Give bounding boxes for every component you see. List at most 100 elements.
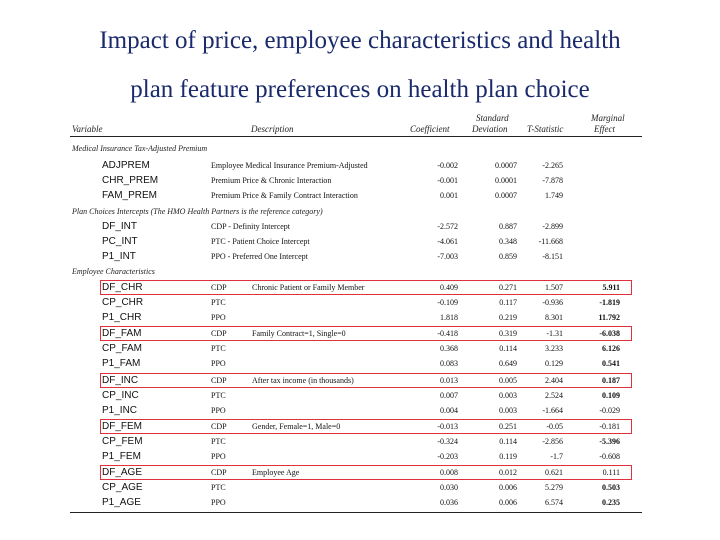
cell-description: Employee Age [252, 468, 300, 477]
cell-coefficient: -0.109 [437, 298, 458, 307]
cell-t-stat: 0.621 [545, 468, 563, 477]
cell-t-stat: -1.664 [542, 406, 563, 415]
cell-coefficient: 0.013 [440, 376, 458, 385]
cell-variable: DF_INC [102, 375, 139, 386]
highlight-box-chr [100, 280, 632, 295]
cell-marginal-effect: 0.109 [602, 391, 620, 400]
cell-std-dev: 0.003 [499, 406, 517, 415]
cell-t-stat: -2.899 [542, 222, 563, 231]
cell-coefficient: -0.324 [437, 437, 458, 446]
cell-t-stat: 6.574 [545, 498, 563, 507]
cell-variable: P1_FAM [102, 358, 141, 369]
cell-coefficient: 0.409 [440, 283, 458, 292]
cell-std-dev: 0.114 [499, 437, 517, 446]
cell-variable: CP_FAM [102, 343, 143, 354]
cell-coefficient: -0.203 [437, 452, 458, 461]
cell-t-stat: -1.7 [550, 452, 563, 461]
table-row: CP_AGE PTC 0.030 0.006 5.279 0.503 [70, 481, 642, 496]
cell-description: Gender, Female=1, Male=0 [252, 422, 341, 431]
cell-t-stat: 3.233 [545, 344, 563, 353]
cell-t-stat: -1.31 [546, 329, 563, 338]
header-rule [70, 136, 642, 137]
table-row: DF_FAM CDP Family Contract=1, Single=0 -… [70, 327, 642, 342]
cell-variable: ADJPREM [102, 160, 150, 171]
cell-plan: PPO [211, 313, 226, 322]
cell-std-dev: 0.117 [499, 298, 517, 307]
cell-coefficient: -4.061 [437, 237, 458, 246]
cell-std-dev: 0.319 [499, 329, 517, 338]
highlight-box-fem [100, 419, 632, 434]
cell-marginal-effect: -0.608 [599, 452, 620, 461]
table-row: P1_INT PPO - Preferred One Intercept -7.… [70, 250, 642, 265]
cell-marginal-effect: 11.792 [598, 313, 620, 322]
cell-t-stat: -7.878 [542, 176, 563, 185]
cell-std-dev: 0.114 [499, 344, 517, 353]
cell-t-stat: 1.749 [545, 191, 563, 200]
cell-plan: PTC [211, 344, 226, 353]
cell-variable: DF_CHR [102, 282, 143, 293]
cell-coefficient: -0.013 [437, 422, 458, 431]
cell-variable: P1_INC [102, 405, 138, 416]
cell-description: Family Contract=1, Single=0 [252, 329, 346, 338]
cell-plan: PTC [211, 298, 226, 307]
header-variable: Variable [72, 124, 103, 134]
cell-description: CDP - Definity Intercept [211, 222, 291, 231]
cell-variable: DF_FAM [102, 328, 142, 339]
cell-plan: CDP [211, 422, 227, 431]
table-row: P1_FAM PPO 0.083 0.649 0.129 0.541 [70, 357, 642, 372]
cell-marginal-effect: 0.235 [602, 498, 620, 507]
table-row: CP_CHR PTC -0.109 0.117 -0.936 -1.819 [70, 296, 642, 311]
slide-title-line-2: plan feature preferences on health plan … [130, 76, 590, 103]
cell-marginal-effect: 0.541 [602, 359, 620, 368]
highlight-box-inc [100, 373, 632, 388]
header-std-dev-2: Deviation [472, 124, 508, 134]
cell-coefficient: -0.002 [437, 161, 458, 170]
header-std-dev-1: Standard [476, 113, 509, 123]
cell-coefficient: 0.008 [440, 468, 458, 477]
slide-title-line-1: Impact of price, employee characteristic… [99, 27, 621, 54]
cell-coefficient: 0.001 [440, 191, 458, 200]
cell-description: Premium Price & Family Contract Interact… [211, 191, 358, 200]
cell-std-dev: 0.219 [499, 313, 517, 322]
cell-variable: CP_CHR [102, 297, 144, 308]
highlight-box-age [100, 465, 632, 480]
cell-std-dev: 0.251 [499, 422, 517, 431]
cell-description: Chronic Patient or Family Member [252, 283, 365, 292]
cell-variable: P1_AGE [102, 497, 141, 508]
cell-std-dev: 0.0001 [495, 176, 517, 185]
section-intercepts: Plan Choices Intercepts (The HMO Health … [72, 207, 323, 216]
table-row: DF_INT CDP - Definity Intercept -2.572 0… [70, 220, 642, 235]
header-coefficient: Coefficient [410, 124, 450, 134]
cell-plan: CDP [211, 468, 227, 477]
cell-variable: P1_FEM [102, 451, 141, 462]
cell-coefficient: -2.572 [437, 222, 458, 231]
cell-std-dev: 0.348 [499, 237, 517, 246]
cell-coefficient: 0.004 [440, 406, 458, 415]
cell-std-dev: 0.119 [499, 452, 517, 461]
cell-plan: PPO [211, 359, 226, 368]
cell-t-stat: 2.404 [545, 376, 563, 385]
cell-marginal-effect: -0.029 [599, 406, 620, 415]
cell-t-stat: 1.507 [545, 283, 563, 292]
cell-std-dev: 0.0007 [495, 161, 517, 170]
cell-coefficient: 0.007 [440, 391, 458, 400]
cell-std-dev: 0.887 [499, 222, 517, 231]
cell-std-dev: 0.006 [499, 498, 517, 507]
cell-plan: PPO [211, 406, 226, 415]
cell-plan: CDP [211, 329, 227, 338]
cell-t-stat: 0.129 [545, 359, 563, 368]
cell-description: Premium Price & Chronic Interaction [211, 176, 332, 185]
cell-description: After tax income (in thousands) [252, 376, 354, 385]
cell-variable: P1_CHR [102, 312, 142, 323]
cell-t-stat: 2.524 [545, 391, 563, 400]
cell-marginal-effect: 0.187 [602, 376, 620, 385]
cell-t-stat: -2.856 [542, 437, 563, 446]
cell-coefficient: 0.368 [440, 344, 458, 353]
table-row: P1_AGE PPO 0.036 0.006 6.574 0.235 [70, 496, 642, 511]
cell-plan: CDP [211, 376, 227, 385]
cell-marginal-effect: 0.111 [602, 468, 620, 477]
table-row: P1_INC PPO 0.004 0.003 -1.664 -0.029 [70, 404, 642, 419]
cell-description: PTC - Patient Choice Intercept [211, 237, 310, 246]
cell-variable: PC_INT [102, 236, 138, 247]
cell-t-stat: -11.668 [538, 237, 563, 246]
